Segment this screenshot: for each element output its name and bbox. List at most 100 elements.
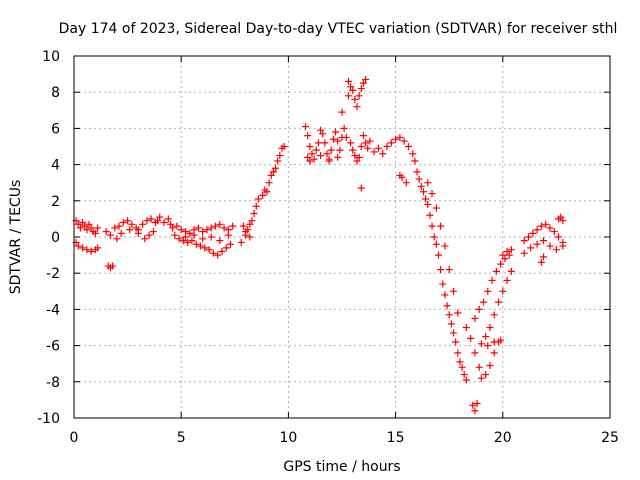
- data-point: [330, 136, 337, 143]
- data-point: [414, 168, 421, 175]
- data-point: [478, 375, 485, 382]
- data-point: [253, 203, 260, 210]
- x-tick-label: 10: [279, 430, 297, 446]
- data-point: [193, 241, 200, 248]
- data-point: [471, 315, 478, 322]
- data-point: [476, 364, 483, 371]
- data-point: [360, 132, 367, 139]
- data-point: [214, 252, 221, 259]
- data-point: [551, 228, 558, 235]
- data-point: [534, 241, 541, 248]
- data-point: [173, 223, 180, 230]
- data-point: [450, 329, 457, 336]
- data-point: [116, 223, 123, 230]
- data-point: [199, 228, 206, 235]
- data-point: [546, 224, 553, 231]
- data-point: [195, 224, 202, 231]
- data-point: [463, 324, 470, 331]
- y-tick-label: 4: [51, 158, 60, 174]
- data-point: [450, 288, 457, 295]
- data-point: [79, 244, 86, 251]
- data-point: [538, 223, 545, 230]
- data-point: [88, 248, 95, 255]
- y-tick-label: -8: [46, 375, 60, 391]
- data-point: [107, 232, 114, 239]
- data-point: [161, 219, 168, 226]
- data-point: [392, 136, 399, 143]
- data-point: [542, 221, 549, 228]
- data-point: [199, 235, 206, 242]
- data-point: [111, 224, 118, 231]
- data-point: [471, 349, 478, 356]
- data-point: [491, 349, 498, 356]
- data-point: [313, 147, 320, 154]
- data-point: [401, 138, 408, 145]
- data-point: [139, 221, 146, 228]
- data-point: [467, 335, 474, 342]
- data-point: [141, 235, 148, 242]
- data-point: [339, 109, 346, 116]
- data-point: [212, 223, 219, 230]
- data-point: [491, 338, 498, 345]
- data-point: [255, 195, 262, 202]
- data-point: [396, 134, 403, 141]
- data-point: [452, 338, 459, 345]
- data-point: [321, 139, 328, 146]
- data-point: [482, 333, 489, 340]
- data-point: [178, 226, 185, 233]
- y-tick-label: -2: [46, 266, 60, 282]
- x-axis-label: GPS time / hours: [283, 459, 400, 475]
- data-point: [478, 340, 485, 347]
- data-point: [328, 147, 335, 154]
- data-point: [341, 125, 348, 132]
- data-point: [227, 241, 234, 248]
- data-point: [525, 234, 532, 241]
- data-point: [225, 232, 232, 239]
- data-point: [405, 143, 412, 150]
- data-point: [206, 246, 213, 253]
- data-point: [186, 230, 193, 237]
- chart: Day 174 of 2023, Sidereal Day-to-day VTE…: [0, 0, 640, 480]
- data-point: [371, 148, 378, 155]
- data-point: [304, 132, 311, 139]
- data-point: [306, 143, 313, 150]
- data-point: [201, 244, 208, 251]
- data-point: [83, 246, 90, 253]
- data-point: [454, 349, 461, 356]
- data-point: [546, 243, 553, 250]
- data-point: [448, 320, 455, 327]
- data-point: [208, 224, 215, 231]
- data-point: [366, 138, 373, 145]
- data-point: [302, 123, 309, 130]
- data-point: [358, 185, 365, 192]
- data-point: [384, 143, 391, 150]
- x-tick-label: 5: [177, 430, 186, 446]
- data-point: [120, 219, 127, 226]
- data-point: [553, 246, 560, 253]
- data-point: [480, 299, 487, 306]
- data-point: [486, 362, 493, 369]
- data-point: [446, 266, 453, 273]
- data-point: [208, 234, 215, 241]
- data-point: [484, 342, 491, 349]
- data-point: [326, 157, 333, 164]
- data-point: [375, 145, 382, 152]
- chart-title: Day 174 of 2023, Sidereal Day-to-day VTE…: [59, 21, 618, 37]
- data-point: [266, 179, 273, 186]
- data-point: [429, 190, 436, 197]
- data-point: [411, 157, 418, 164]
- data-point: [476, 306, 483, 313]
- data-point: [315, 139, 322, 146]
- data-point: [197, 243, 204, 250]
- data-point: [210, 250, 217, 257]
- y-tick-label: -10: [37, 411, 60, 427]
- data-point: [345, 92, 352, 99]
- data-point: [379, 150, 386, 157]
- data-point: [482, 371, 489, 378]
- data-point: [491, 311, 498, 318]
- y-axis-label: SDTVAR / TECUs: [8, 180, 24, 295]
- data-point: [223, 244, 230, 251]
- data-point: [489, 277, 496, 284]
- data-point: [246, 234, 253, 241]
- data-point: [334, 154, 341, 161]
